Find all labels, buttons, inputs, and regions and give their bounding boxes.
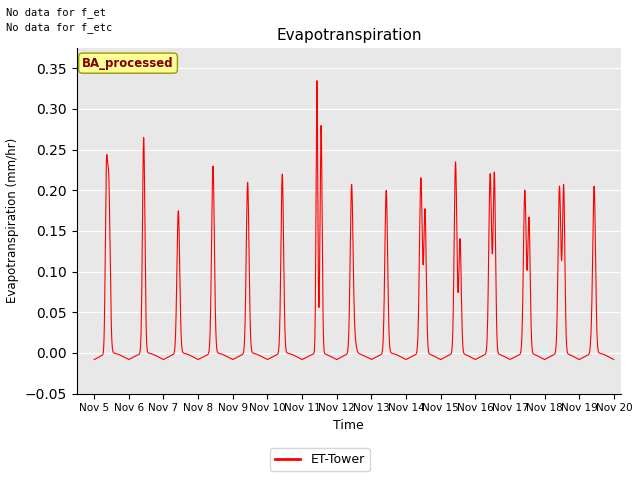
Text: BA_processed: BA_processed [82,57,174,70]
X-axis label: Time: Time [333,419,364,432]
Title: Evapotranspiration: Evapotranspiration [276,28,422,43]
Text: No data for f_et: No data for f_et [6,7,106,18]
Legend: ET-Tower: ET-Tower [270,448,370,471]
Text: No data for f_etc: No data for f_etc [6,22,113,33]
Y-axis label: Evapotranspiration (mm/hr): Evapotranspiration (mm/hr) [6,138,19,303]
